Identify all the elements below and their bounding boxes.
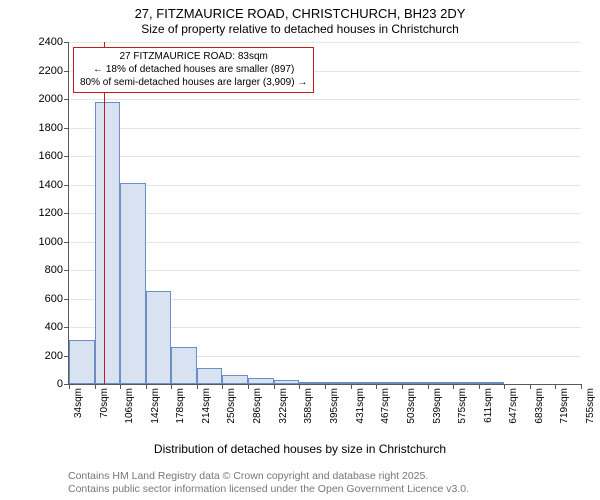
y-tick-mark bbox=[64, 270, 69, 271]
gridline bbox=[69, 156, 581, 157]
x-tick-label: 467sqm bbox=[380, 388, 391, 424]
x-tick-mark bbox=[453, 384, 454, 389]
chart-title: 27, FITZMAURICE ROAD, CHRISTCHURCH, BH23… bbox=[0, 6, 600, 21]
x-tick-mark bbox=[69, 384, 70, 389]
histogram-bar bbox=[402, 382, 428, 384]
x-tick-label: 322sqm bbox=[278, 388, 289, 424]
y-tick-mark bbox=[64, 128, 69, 129]
x-tick-mark bbox=[248, 384, 249, 389]
histogram-bar bbox=[479, 382, 505, 384]
chart-subtitle: Size of property relative to detached ho… bbox=[0, 22, 600, 36]
x-tick-label: 178sqm bbox=[175, 388, 186, 424]
x-tick-label: 395sqm bbox=[329, 388, 340, 424]
x-tick-mark bbox=[197, 384, 198, 389]
x-tick-label: 142sqm bbox=[150, 388, 161, 424]
footer-line-2: Contains public sector information licen… bbox=[68, 483, 469, 496]
gridline bbox=[69, 213, 581, 214]
gridline bbox=[69, 185, 581, 186]
gridline bbox=[69, 128, 581, 129]
x-tick-label: 34sqm bbox=[73, 388, 84, 418]
histogram-bar bbox=[248, 378, 274, 384]
y-tick-mark bbox=[64, 71, 69, 72]
x-tick-label: 575sqm bbox=[457, 388, 468, 424]
histogram-bar bbox=[428, 382, 454, 384]
gridline bbox=[69, 242, 581, 243]
y-tick-mark bbox=[64, 156, 69, 157]
histogram-bar bbox=[146, 291, 172, 384]
x-tick-label: 539sqm bbox=[432, 388, 443, 424]
chart-container: 27, FITZMAURICE ROAD, CHRISTCHURCH, BH23… bbox=[0, 0, 600, 500]
x-tick-mark bbox=[274, 384, 275, 389]
histogram-bar bbox=[453, 382, 479, 384]
x-tick-mark bbox=[171, 384, 172, 389]
annotation-line-3: 80% of semi-detached houses are larger (… bbox=[80, 77, 307, 90]
x-tick-mark bbox=[299, 384, 300, 389]
x-tick-label: 70sqm bbox=[99, 388, 110, 418]
histogram-bar bbox=[222, 375, 248, 384]
histogram-bar bbox=[197, 368, 223, 384]
histogram-bar bbox=[95, 102, 121, 384]
y-tick-mark bbox=[64, 213, 69, 214]
x-tick-mark bbox=[402, 384, 403, 389]
x-tick-mark bbox=[120, 384, 121, 389]
histogram-bar bbox=[120, 183, 146, 384]
annotation-box: 27 FITZMAURICE ROAD: 83sqm← 18% of detac… bbox=[73, 47, 314, 93]
x-tick-mark bbox=[222, 384, 223, 389]
annotation-line-2: ← 18% of detached houses are smaller (89… bbox=[80, 64, 307, 77]
x-tick-mark bbox=[581, 384, 582, 389]
x-tick-label: 755sqm bbox=[585, 388, 596, 424]
x-tick-mark bbox=[325, 384, 326, 389]
x-tick-label: 503sqm bbox=[406, 388, 417, 424]
x-tick-mark bbox=[479, 384, 480, 389]
footer-line-1: Contains HM Land Registry data © Crown c… bbox=[68, 470, 469, 483]
gridline bbox=[69, 270, 581, 271]
x-tick-label: 683sqm bbox=[534, 388, 545, 424]
x-tick-label: 719sqm bbox=[559, 388, 570, 424]
x-tick-label: 106sqm bbox=[124, 388, 135, 424]
x-tick-label: 647sqm bbox=[508, 388, 519, 424]
x-tick-mark bbox=[555, 384, 556, 389]
histogram-bar bbox=[299, 382, 325, 384]
x-tick-label: 358sqm bbox=[303, 388, 314, 424]
gridline bbox=[69, 42, 581, 43]
x-tick-mark bbox=[504, 384, 505, 389]
x-tick-label: 214sqm bbox=[201, 388, 212, 424]
x-tick-label: 250sqm bbox=[226, 388, 237, 424]
x-tick-mark bbox=[376, 384, 377, 389]
histogram-bar bbox=[351, 382, 377, 384]
y-tick-mark bbox=[64, 42, 69, 43]
plot-area: 0200400600800100012001400160018002000220… bbox=[68, 42, 581, 385]
histogram-bar bbox=[274, 380, 300, 384]
annotation-line-1: 27 FITZMAURICE ROAD: 83sqm bbox=[80, 51, 307, 64]
x-tick-mark bbox=[351, 384, 352, 389]
histogram-bar bbox=[376, 382, 402, 384]
x-tick-label: 431sqm bbox=[355, 388, 366, 424]
x-tick-mark bbox=[146, 384, 147, 389]
histogram-bar bbox=[69, 340, 95, 384]
x-tick-label: 611sqm bbox=[483, 388, 494, 423]
x-axis-label: Distribution of detached houses by size … bbox=[0, 442, 600, 456]
y-tick-mark bbox=[64, 299, 69, 300]
x-tick-mark bbox=[428, 384, 429, 389]
histogram-bar bbox=[171, 347, 197, 384]
y-tick-mark bbox=[64, 185, 69, 186]
y-tick-mark bbox=[64, 327, 69, 328]
histogram-bar bbox=[325, 382, 351, 384]
x-tick-mark bbox=[530, 384, 531, 389]
gridline bbox=[69, 99, 581, 100]
attribution-footer: Contains HM Land Registry data © Crown c… bbox=[68, 470, 469, 496]
x-tick-mark bbox=[95, 384, 96, 389]
x-tick-label: 286sqm bbox=[252, 388, 263, 424]
y-tick-mark bbox=[64, 99, 69, 100]
y-tick-mark bbox=[64, 242, 69, 243]
